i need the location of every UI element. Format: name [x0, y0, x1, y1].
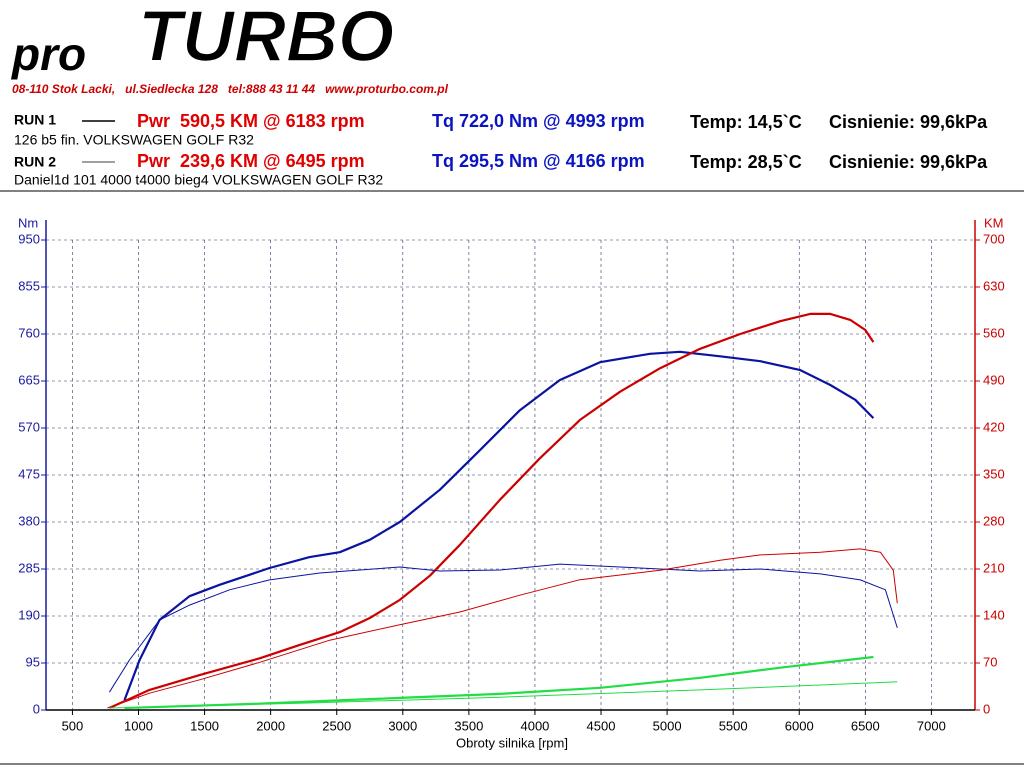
curve	[123, 350, 875, 701]
x-tick-label: 1500	[190, 718, 219, 733]
run-power: Pwr 590,5 KM @ 6183 rpm	[137, 111, 365, 131]
curve	[124, 655, 874, 710]
y2-tick-label: 350	[983, 466, 1005, 481]
curve	[108, 563, 898, 693]
address: 08-110 Stok Lacki, ul.Siedlecka 128 tel:…	[12, 82, 449, 96]
y2-tick-label: 420	[983, 419, 1005, 434]
y-tick-label: 760	[18, 325, 40, 340]
y2-tick-label: 490	[983, 372, 1005, 387]
x-tick-label: 7000	[917, 718, 946, 733]
run-label: RUN 1	[14, 112, 56, 128]
y-tick-label: 95	[26, 654, 40, 669]
x-tick-label: 4000	[520, 718, 549, 733]
x-tick-label: 2000	[256, 718, 285, 733]
y-tick-label: 570	[18, 419, 40, 434]
y2-tick-label: 630	[983, 278, 1005, 293]
logo-turbo: TURBO	[138, 0, 394, 77]
y2-tick-label: 210	[983, 560, 1005, 575]
x-tick-label: 6000	[785, 718, 814, 733]
run-pressure: Cisnienie: 99,6kPa	[829, 112, 988, 132]
y2-axis-label: KM	[984, 215, 1004, 230]
run-label: RUN 2	[14, 154, 56, 170]
run-description: 126 b5 fin. VOLKSWAGEN GOLF R32	[14, 132, 254, 148]
x-tick-label: 5000	[653, 718, 682, 733]
y-tick-label: 665	[18, 372, 40, 387]
y2-tick-label: 0	[983, 701, 990, 716]
logo-pro: pro	[10, 28, 86, 80]
curve	[108, 312, 875, 710]
y-axis-label: Nm	[18, 215, 38, 230]
run-power: Pwr 239,6 KM @ 6495 rpm	[137, 151, 365, 171]
x-tick-label: 3500	[454, 718, 483, 733]
y2-tick-label: 280	[983, 513, 1005, 528]
y-tick-label: 950	[18, 231, 40, 246]
run-temp: Temp: 28,5`C	[690, 152, 802, 172]
run-temp: Temp: 14,5`C	[690, 112, 802, 132]
y-tick-label: 0	[33, 701, 40, 716]
x-tick-label: 4500	[587, 718, 616, 733]
run-torque: Tq 295,5 Nm @ 4166 rpm	[432, 151, 645, 171]
curve	[107, 548, 898, 709]
x-axis-label: Obroty silnika [rpm]	[456, 735, 568, 750]
x-tick-label: 6500	[851, 718, 880, 733]
x-tick-label: 2500	[322, 718, 351, 733]
x-tick-label: 1000	[124, 718, 153, 733]
x-tick-label: 3000	[388, 718, 417, 733]
y2-tick-label: 560	[983, 325, 1005, 340]
run-pressure: Cisnienie: 99,6kPa	[829, 152, 988, 172]
y-tick-label: 475	[18, 466, 40, 481]
curve	[109, 681, 898, 709]
y-tick-label: 285	[18, 560, 40, 575]
y2-tick-label: 70	[983, 654, 997, 669]
y2-tick-label: 700	[983, 231, 1005, 246]
run-description: Daniel1d 101 4000 t4000 bieg4 VOLKSWAGEN…	[14, 172, 383, 188]
x-tick-label: 5500	[719, 718, 748, 733]
y-tick-label: 855	[18, 278, 40, 293]
y-tick-label: 190	[18, 607, 40, 622]
y-tick-label: 380	[18, 513, 40, 528]
y2-tick-label: 140	[983, 607, 1005, 622]
x-tick-label: 500	[62, 718, 84, 733]
run-torque: Tq 722,0 Nm @ 4993 rpm	[432, 111, 645, 131]
